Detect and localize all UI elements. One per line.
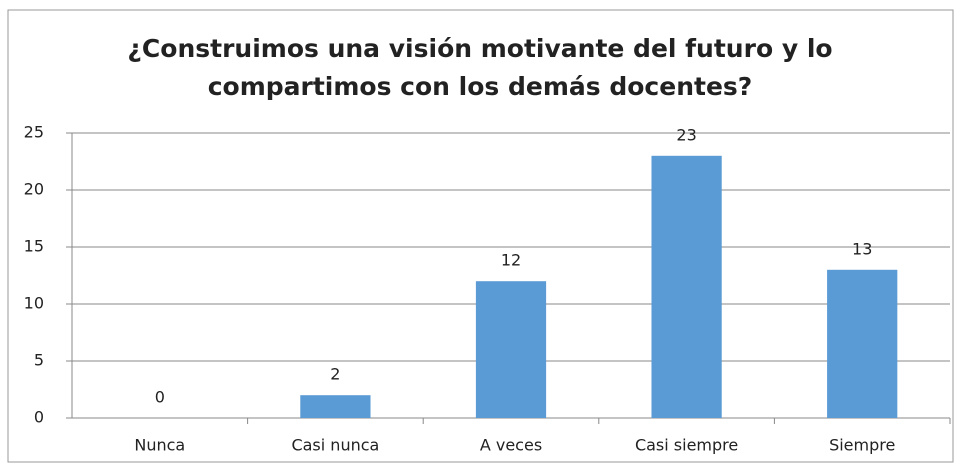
x-tick-label: A veces xyxy=(480,436,542,455)
y-tick-label: 25 xyxy=(24,123,44,142)
data-label: 13 xyxy=(852,239,872,258)
data-label: 0 xyxy=(155,388,165,407)
bar xyxy=(651,155,722,419)
y-tick-label: 10 xyxy=(24,294,44,313)
bar xyxy=(827,269,898,418)
y-tick-label: 5 xyxy=(34,351,44,370)
bar xyxy=(300,395,371,418)
x-tick-label: Casi nunca xyxy=(291,436,379,455)
bar xyxy=(475,281,547,418)
chart-title: ¿Construimos una visión motivante del fu… xyxy=(127,34,832,101)
x-tick-label: Casi siempre xyxy=(635,436,738,455)
data-label: 23 xyxy=(676,125,696,144)
y-tick-label: 0 xyxy=(34,408,44,427)
y-tick-label: 20 xyxy=(24,180,44,199)
data-label: 2 xyxy=(330,365,340,384)
x-tick-label: Siempre xyxy=(829,436,895,455)
y-tick-label: 15 xyxy=(24,237,44,256)
data-label: 12 xyxy=(501,251,521,270)
x-tick-label: Nunca xyxy=(134,436,185,455)
